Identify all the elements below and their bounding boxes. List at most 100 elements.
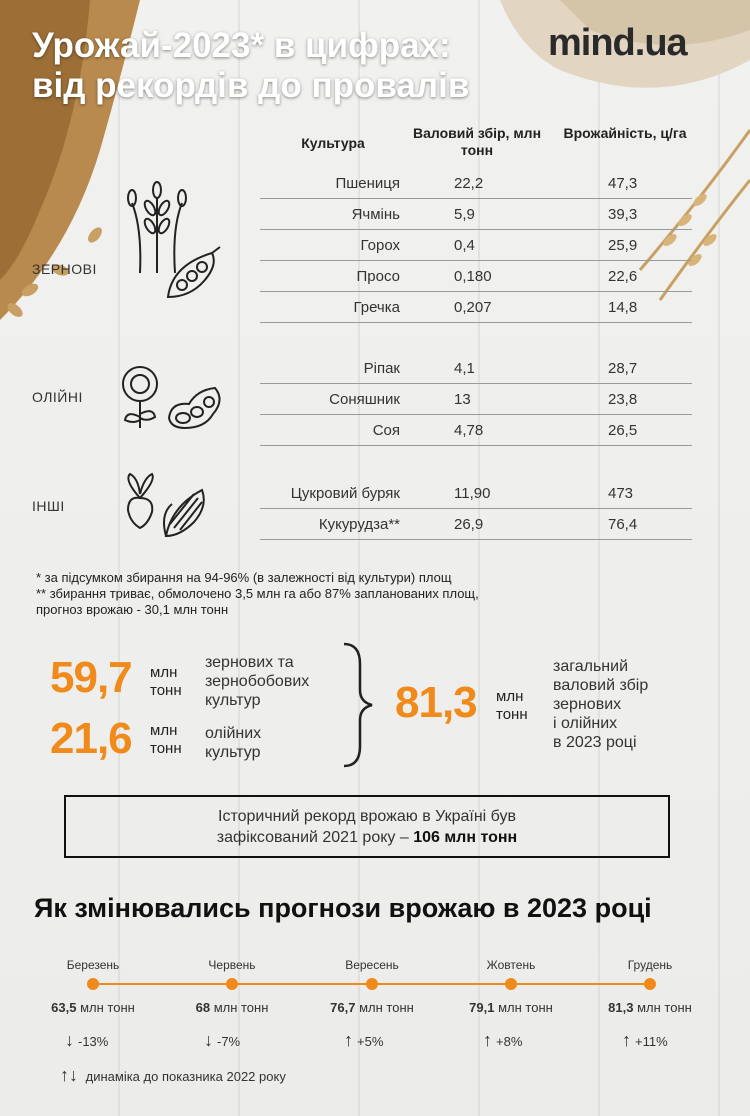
table-row: Соя 4,78 26,5 <box>260 415 692 446</box>
gross-harvest: 0,4 <box>454 237 475 254</box>
yield-value: 28,7 <box>608 360 638 377</box>
sunflower-icon <box>122 366 158 428</box>
bread-decoration <box>500 0 750 88</box>
gross-harvest: 26,9 <box>454 516 484 533</box>
gross-harvest: 5,9 <box>454 206 475 223</box>
oil-total-value: 21,6 <box>50 714 133 763</box>
table-row: Цукровий буряк 11,90 473 <box>260 478 692 509</box>
record-value: 106 млн тонн <box>413 829 518 846</box>
timeline-value-number: 76,7 <box>330 1000 356 1015</box>
timeline-month: Вересень <box>345 958 399 972</box>
yield-value: 14,8 <box>608 299 638 316</box>
timeline-value: 79,1 млн тонн <box>441 1000 581 1015</box>
timeline-month: Березень <box>66 958 120 972</box>
crop-name: Просо <box>356 268 400 285</box>
arrow-down-icon: ↓ <box>65 1030 74 1050</box>
header-gross: Валовий збір, млн тонн <box>412 125 542 158</box>
table-row: Ріпак 4,1 28,7 <box>260 353 692 384</box>
combined-total-value: 81,3 <box>395 678 478 727</box>
page-title: Урожай-2023* в цифрах: від рекордів до п… <box>32 26 469 106</box>
timeline-point <box>226 978 238 990</box>
timeline-month: Червень <box>208 958 256 972</box>
logo: mind.ua <box>548 22 688 64</box>
soybean-icon <box>167 386 221 430</box>
yield-value: 26,5 <box>608 422 638 439</box>
title-line-1: Урожай-2023* в цифрах: <box>32 26 451 65</box>
timeline-change-value: -13% <box>78 1034 109 1049</box>
crop-name: Кукурудза** <box>318 516 400 533</box>
group-label-oil: ОЛІЙНІ <box>32 389 83 405</box>
crop-name: Пшениця <box>335 175 400 192</box>
table-row: Горох 0,4 25,9 <box>260 230 692 261</box>
timeline-value-unit: млн тонн <box>80 1000 135 1015</box>
gross-harvest: 0,180 <box>454 268 492 285</box>
table-row: Просо 0,180 22,6 <box>260 261 692 292</box>
timeline-value-number: 68 <box>195 1000 211 1015</box>
legend: ↑↓ динаміка до показника 2022 року <box>60 1065 286 1086</box>
timeline-value-number: 81,3 <box>608 1000 634 1015</box>
combined-total-unit: млн тонн <box>496 688 528 723</box>
timeline-month: Жовтень <box>486 958 536 972</box>
footnote-1: * за підсумком збирання на 94-96% (в зал… <box>36 570 452 585</box>
yield-value: 25,9 <box>608 237 638 254</box>
timeline-value: 76,7 млн тонн <box>302 1000 442 1015</box>
gross-harvest: 4,1 <box>454 360 475 377</box>
table-row: Пшениця 22,2 47,3 <box>260 168 692 199</box>
yield-value: 76,4 <box>608 516 638 533</box>
group-label-grain: ЗЕРНОВІ <box>32 261 97 277</box>
timeline-title: Як змінювались прогнози врожаю в 2023 ро… <box>34 893 652 923</box>
grain-total-unit: млн тонн <box>150 664 182 699</box>
timeline-value-unit: млн тонн <box>213 1000 269 1015</box>
combined-total-desc: загальний валовий збір зернових і олійних в… <box>553 658 649 751</box>
grain-total-value: 59,7 <box>50 653 133 702</box>
table-row: Соняшник 13 23,8 <box>260 384 692 415</box>
timeline-value-unit: млн тонн <box>359 1000 414 1015</box>
timeline-change: ↑ +8% <box>483 1030 522 1051</box>
gross-harvest: 4,78 <box>454 422 484 439</box>
arrow-up-icon: ↑ <box>483 1030 492 1050</box>
record-box: Історичний рекорд врожаю в Україні був з… <box>64 795 670 858</box>
yield-value: 22,6 <box>608 268 638 285</box>
timeline-change: ↓ -13% <box>65 1030 108 1051</box>
crop-name: Соняшник <box>329 391 400 408</box>
yield-value: 473 <box>608 485 634 502</box>
table-row: Ячмінь 5,9 39,3 <box>260 199 692 230</box>
arrow-up-icon: ↑ <box>344 1030 353 1050</box>
timeline-change-value: +8% <box>496 1034 523 1049</box>
gross-harvest: 22,2 <box>454 175 484 192</box>
corn-icon <box>163 488 205 538</box>
timeline-value-number: 63,5 <box>51 1000 77 1015</box>
timeline-value-number: 79,1 <box>469 1000 495 1015</box>
arrow-down-icon: ↓ <box>204 1030 213 1050</box>
legend-label: динаміка до показника 2022 року <box>85 1069 286 1084</box>
record-line-1: Історичний рекорд врожаю в Україні був <box>218 808 516 825</box>
timeline-change: ↑ +11% <box>622 1030 668 1051</box>
timeline-change: ↓ -7% <box>204 1030 240 1051</box>
gross-harvest: 0,207 <box>454 299 492 316</box>
timeline-value: 81,3 млн тонн <box>580 1000 720 1015</box>
crop-name: Соя <box>372 422 400 439</box>
crop-name: Горох <box>360 237 400 254</box>
timeline-value-unit: млн тонн <box>637 1000 692 1015</box>
grain-total-desc: зернових та зернобобових культур <box>205 654 310 709</box>
timeline-value: 68 млн тонн <box>162 1000 302 1015</box>
crop-name: Ріпак <box>363 360 400 377</box>
timeline-point <box>87 978 99 990</box>
header-crop: Культура <box>301 135 365 151</box>
crop-name: Гречка <box>353 299 400 316</box>
crop-name: Ячмінь <box>351 206 400 223</box>
arrow-up-icon: ↑ <box>622 1030 631 1050</box>
grain-pile-decoration <box>0 0 140 320</box>
timeline-point <box>644 978 656 990</box>
table-row: Кукурудза** 26,9 76,4 <box>260 509 692 540</box>
gross-harvest: 13 <box>454 391 471 408</box>
yield-value: 47,3 <box>608 175 638 192</box>
peas-icon <box>166 246 221 299</box>
crop-name: Цукровий буряк <box>290 485 400 502</box>
yield-value: 23,8 <box>608 391 638 408</box>
header-yield: Врожайність, ц/га <box>563 125 687 141</box>
table-row: Гречка 0,207 14,8 <box>260 292 692 323</box>
timeline-month: Грудень <box>627 958 673 972</box>
yield-value: 39,3 <box>608 206 638 223</box>
